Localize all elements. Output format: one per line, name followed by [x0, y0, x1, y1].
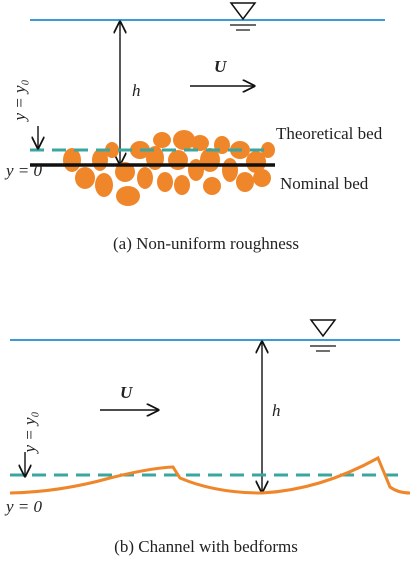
velocity-label: U [214, 57, 227, 76]
panel-b: h U y = y₀ y = 0 (b) Channel with bedfor… [4, 319, 411, 556]
panel-a: h U Theoretical bed Nominal bed y = y₀ y… [4, 2, 385, 253]
depth-label: h [132, 81, 141, 100]
nominal-bed-label: Nominal bed [280, 174, 369, 193]
caption: (b) Channel with bedforms [114, 537, 298, 556]
origin-label: y = 0 [4, 161, 43, 180]
reference-label: y = y₀ [20, 411, 39, 454]
origin-label: y = 0 [4, 497, 43, 516]
surface-symbol [309, 319, 337, 338]
velocity-label: U [120, 383, 133, 402]
caption: (a) Non-uniform roughness [113, 234, 299, 253]
theoretical-bed-label: Theoretical bed [276, 124, 383, 143]
surface-symbol [229, 2, 257, 21]
roughness-elements [63, 130, 275, 206]
bedform [9, 455, 411, 495]
depth-label: h [272, 401, 281, 420]
reference-label: y = y₀ [10, 79, 29, 122]
